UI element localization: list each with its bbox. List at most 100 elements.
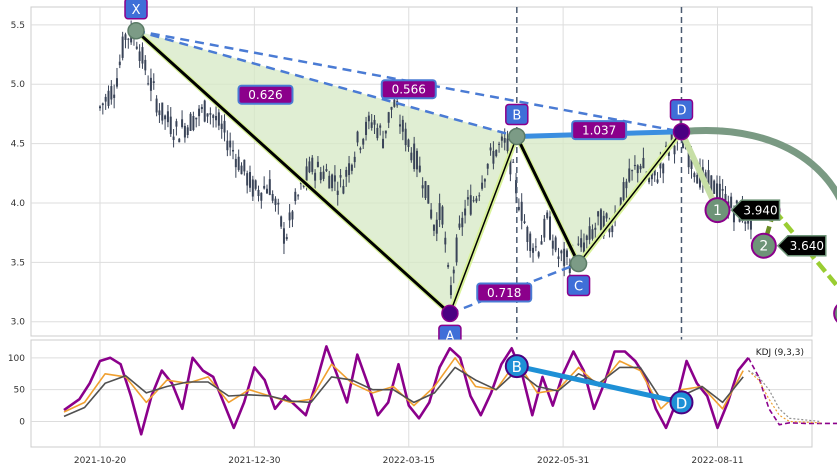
candle-body [653, 169, 656, 176]
candle-body [359, 148, 362, 150]
candle-body [500, 136, 503, 141]
candle-body [554, 237, 557, 251]
pattern-label-box [566, 274, 591, 297]
pattern-leg-cd [577, 130, 683, 265]
price-y-tick-label: 3.0 [11, 318, 26, 328]
kdj-point-b [504, 354, 529, 379]
candle-body [577, 243, 580, 245]
candle-body [682, 140, 685, 149]
candle-body [297, 195, 300, 197]
candle-body [220, 123, 223, 130]
candle-body [325, 169, 328, 172]
candle-body [282, 228, 285, 244]
candle-body [291, 211, 294, 220]
candle-body [546, 212, 549, 219]
candle-body [113, 94, 116, 98]
candle-body [384, 130, 387, 134]
candle-body [424, 181, 427, 199]
candle-body [390, 106, 393, 110]
candle-body [350, 164, 353, 171]
candle-body [648, 177, 651, 183]
candle-body [481, 182, 484, 189]
candle-body [452, 269, 455, 274]
candle-body [299, 181, 302, 185]
candle-body [169, 116, 172, 135]
candle-body [144, 59, 147, 71]
target-value-text: 3.640 [790, 239, 824, 253]
candle-body [186, 127, 189, 135]
candle-body [472, 200, 475, 202]
kdj-y-tick-label: 100 [8, 354, 25, 364]
candle-body [195, 117, 198, 120]
candle-body [503, 138, 506, 143]
candle-body [602, 215, 605, 236]
pattern-label-text: A [445, 329, 454, 344]
candle-body [430, 209, 433, 219]
candle-body [449, 285, 452, 296]
target-circle [704, 197, 731, 224]
candle-body [147, 83, 150, 85]
candle-body [158, 110, 161, 116]
pattern-point-d [672, 122, 691, 141]
candle-body [308, 161, 311, 173]
candle-body [104, 96, 107, 102]
candle-body [438, 203, 441, 220]
candle-body [435, 219, 438, 234]
kdj-projection-1 [747, 370, 821, 424]
candle-body [209, 113, 212, 115]
candle-body [121, 36, 124, 58]
candle-body [656, 179, 659, 183]
candle-body [523, 221, 526, 224]
candle-body [458, 223, 461, 228]
candle-body [667, 150, 670, 156]
ratio-label: 1.037 [571, 120, 628, 141]
candle-body [339, 175, 342, 178]
candle-body [376, 127, 379, 139]
ratio-label-box [571, 120, 628, 141]
pattern-label-text: D [676, 104, 686, 119]
candle-body [639, 165, 642, 170]
ratio-label-text: 0.718 [487, 286, 521, 300]
candle-body [466, 197, 469, 200]
pattern-label-d: D [669, 98, 694, 121]
candle-body [141, 47, 144, 64]
candle-body [399, 124, 402, 127]
candle-body [744, 221, 747, 224]
kdj-line-2 [63, 366, 744, 418]
pattern-label-text: X [132, 3, 141, 18]
candle-body [362, 138, 365, 145]
candle-body [183, 125, 186, 138]
candle-body [704, 172, 707, 181]
kdj-panel: 2021-10-20 2021-12-30 2022-03-15 2022-05-31… [8, 339, 837, 466]
candle-body [696, 174, 699, 184]
candle-body [447, 264, 450, 267]
pattern-leg-xa [134, 29, 452, 315]
candle-body [379, 125, 382, 128]
pattern-label-c: C [566, 274, 591, 297]
candle-body [189, 113, 192, 131]
candle-body [730, 196, 733, 208]
pattern-point-a [441, 304, 459, 323]
candle-body [246, 173, 249, 186]
ratio-label-text: 0.626 [248, 88, 282, 102]
candle-body [166, 111, 169, 123]
candle-body [687, 152, 690, 168]
candle-body [322, 171, 325, 179]
candle-body [444, 237, 447, 245]
candle-body [200, 107, 203, 110]
candle-body [732, 211, 735, 223]
candle-body [212, 115, 215, 118]
candle-body [373, 119, 376, 125]
ratio-label-box [476, 282, 533, 303]
candle-body [223, 120, 226, 133]
candle-body [367, 115, 370, 122]
candle-body [509, 148, 512, 175]
candle-body [537, 252, 540, 257]
candle-body [203, 100, 206, 122]
candle-body [365, 121, 368, 136]
candle-body [421, 185, 424, 189]
ratio-label: 0.566 [380, 79, 437, 100]
candle-body [599, 209, 602, 231]
candle-body [382, 138, 385, 149]
candle-body [178, 138, 181, 143]
